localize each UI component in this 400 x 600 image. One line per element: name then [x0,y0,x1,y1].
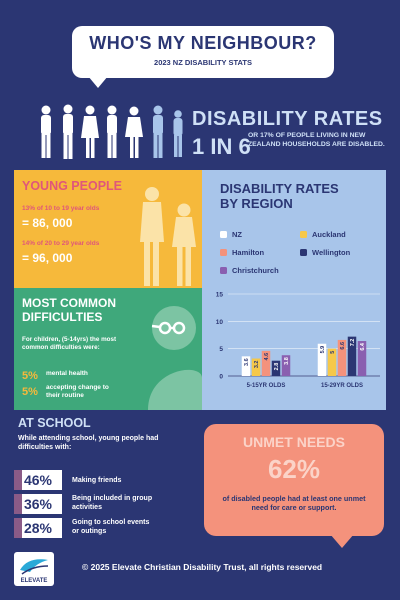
x-category-label: 15-29YR OLDS [321,383,363,389]
young-stat-2-value: = 96, 000 [22,251,73,265]
school-percent-badge: 46% [14,470,62,490]
bar-christchurch [357,341,367,376]
y-tick-label: 10 [216,319,224,326]
young-stat-1-value: = 86, 000 [22,216,73,230]
legend-auckland: Auckland [300,230,346,239]
school-percent-badge: 36% [14,494,62,514]
badge-shade [14,494,22,514]
unmet-needs-percent: 62% [267,454,321,484]
bar-auckland [251,358,261,376]
region-title-line-2: BY REGION [220,196,293,211]
child-with-glasses-icon [148,306,202,410]
legend-swatch-christchurch [220,267,227,274]
difficulties-title: MOST COMMON DIFFICULTIES [22,296,116,324]
difficulty-label: accepting change to their routine [46,384,109,399]
disability-rates-title: DISABILITY RATES [192,108,383,130]
school-percent: 46% [23,472,53,488]
difficulty-item: 5% [22,382,38,400]
copyright-text: © 2025 Elevate Christian Disability Trus… [82,562,323,572]
bar-nz [317,343,327,376]
bar-value-label: 5.9 [320,346,326,354]
region-chart-title: DISABILITY RATES BY REGION [220,181,339,211]
young-people-panel: YOUNG PEOPLE 13% of 10 to 19 year olds =… [14,170,202,288]
title-banner: WHO'S MY NEIGHBOUR? 2023 NZ DISABILITY S… [72,26,334,78]
legend-hamilton: Hamilton [220,248,264,257]
bar-value-label: 5 [330,351,336,354]
young-stat-1-label: 13% of 10 to 19 year olds [22,205,100,212]
difficulty-percent: 5% [22,370,38,382]
legend-label-auckland: Auckland [312,230,346,239]
school-item-label: Making friends [72,477,122,484]
badge-shade [14,518,22,538]
x-category-label: 5-15YR OLDS [247,383,286,389]
difficulty-label: mental health [46,370,88,377]
at-school-intro: While attending school, young people had… [18,435,159,451]
y-tick-label: 5 [219,346,223,353]
elevate-logo-icon: ELEVATE [14,552,54,586]
difficulties-title-line-2: DIFFICULTIES [22,310,103,324]
speech-tail [330,534,354,548]
disability-rate-description: OR 17% OF PEOPLE LIVING IN NEW ZEALAND H… [248,132,385,148]
young-stat-2-label: 14% of 20 to 29 year olds [22,240,100,247]
bar-nz [241,356,251,376]
school-percent-badge: 28% [14,518,62,538]
bar-value-label: 6.4 [360,342,366,351]
bar-wellington [271,360,281,376]
legend-wellington: Wellington [300,248,350,257]
difficulties-intro: For children, (5-14yrs) the most common … [22,336,117,351]
region-title-line-1: DISABILITY RATES [220,181,339,196]
legend-swatch-hamilton [220,249,227,256]
bar-christchurch [281,355,291,376]
bar-value-label: 3.6 [244,358,250,366]
young-people-title: YOUNG PEOPLE [22,179,123,193]
difficulties-title-line-1: MOST COMMON [22,296,116,310]
young-people-silhouette-icon [140,187,196,286]
difficulty-item: 5% [22,366,38,384]
school-percent: 36% [23,496,53,512]
legend-nz: NZ [220,230,242,239]
disability-ratio: 1 IN 6 [192,134,251,159]
school-item-label: Going to school events or outings [72,519,150,535]
logo-text: ELEVATE [21,578,48,584]
legend-swatch-auckland [300,231,307,238]
bar-value-label: 3.2 [254,361,260,369]
school-percent: 28% [23,520,53,536]
difficulties-panel: MOST COMMON DIFFICULTIES For children, (… [14,288,202,410]
people-silhouettes-icon [41,104,183,159]
bar-hamilton [337,339,347,376]
bar-value-label: 4.6 [264,353,270,361]
difficulty-percent: 5% [22,386,38,398]
legend-label-christchurch: Christchurch [232,266,279,275]
bar-wellington [347,336,357,376]
at-school-title: AT SCHOOL [18,416,91,430]
unmet-needs-bubble: UNMET NEEDS 62% of disabled people had a… [204,424,384,536]
unmet-needs-description: of disabled people had at least one unme… [222,494,366,512]
legend-label-nz: NZ [232,230,242,239]
bar-value-label: 2.8 [274,363,280,371]
bar-value-label: 3.8 [284,357,290,365]
speech-tail [88,76,108,88]
legend-swatch-nz [220,231,227,238]
region-chart-panel: DISABILITY RATES BY REGION NZ Auckland H… [202,170,386,410]
school-item-label: Being included in group activities [72,495,153,511]
badge-shade [14,470,22,490]
bar-value-label: 6.6 [340,342,346,350]
bar-auckland [327,348,337,376]
bar-hamilton [261,350,271,376]
page-subtitle: 2023 NZ DISABILITY STATS [154,58,252,67]
y-tick-label: 0 [219,374,223,381]
bar-value-label: 7.2 [350,339,356,347]
legend-swatch-wellington [300,249,307,256]
legend-christchurch: Christchurch [220,266,279,275]
legend-label-wellington: Wellington [312,248,351,257]
unmet-needs-title: UNMET NEEDS [243,434,345,450]
region-bar-chart: 0 5 10 15 3.6 3.2 4.6 2.8 3.8 5-15YR OLDS 5.9 5 6.6 7… [216,292,380,389]
legend-label-hamilton: Hamilton [232,248,265,257]
page-title: WHO'S MY NEIGHBOUR? [89,33,317,53]
y-tick-label: 15 [216,292,224,299]
